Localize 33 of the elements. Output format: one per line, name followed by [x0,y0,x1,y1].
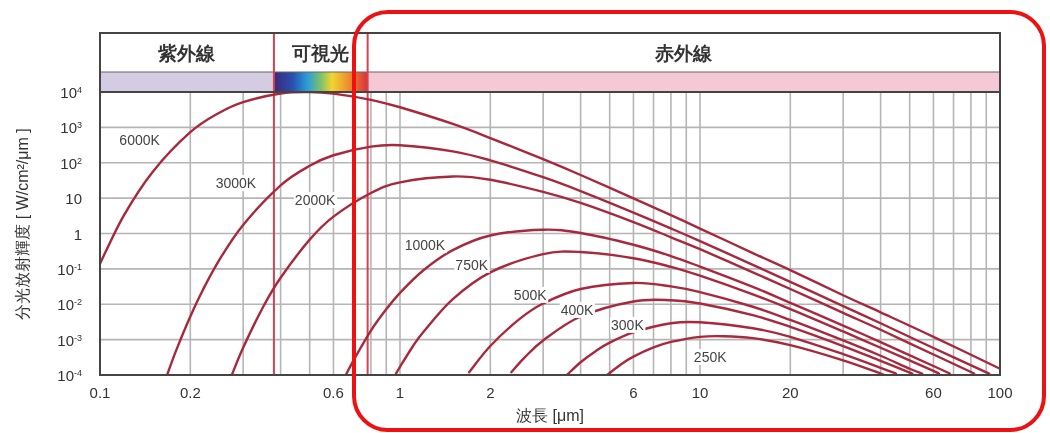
x-tick-label: 1 [395,384,405,401]
x-tick-label: 20 [781,384,799,401]
x-tick-label: 60 [925,384,942,401]
series-label: 6000K [119,132,161,149]
y-tick-label: 10$^{-4}$ [57,367,82,384]
y-tick-label: 10$^{4}$ [60,84,82,101]
x-tick-label: 2 [486,384,495,401]
x-tick-label: 10 [691,384,709,401]
series-label: 500K [513,286,548,303]
text: 可視光 [291,42,350,64]
y-tick-label: 10$^{-2}$ [57,296,82,314]
y-tick-label: 10$^{2}$ [60,154,82,172]
series-label: 750K [455,256,489,273]
y-tick-label: 10 [65,190,82,208]
x-axis-title: 波長 [μm] [516,407,584,424]
series-label: 1000K [404,237,446,254]
x-tick-label: 100 [987,384,1013,401]
y-tick-label: 10$^{-3}$ [57,331,82,349]
y-tick-label: 1 [73,225,82,243]
text: 赤外線 [654,42,714,64]
x-tick-label: 0.1 [89,384,111,401]
y-axis-title: 分光放射輝度 [ W/cm²/μm ] [14,128,31,320]
y-tick-label: 10$^{-1}$ [57,260,82,278]
x-tick-label: 6 [629,384,638,401]
text: 紫外線 [157,42,217,64]
series-label: 3000K [215,175,257,192]
series-label: 300K [611,316,645,333]
x-tick-label: 0.6 [323,384,344,401]
series-label: 400K [560,301,595,318]
series-label: 250K [693,348,728,365]
x-tick-label: 0.2 [179,384,201,401]
series-label: 2000K [294,192,336,209]
y-tick-label: 10$^{3}$ [60,119,82,137]
